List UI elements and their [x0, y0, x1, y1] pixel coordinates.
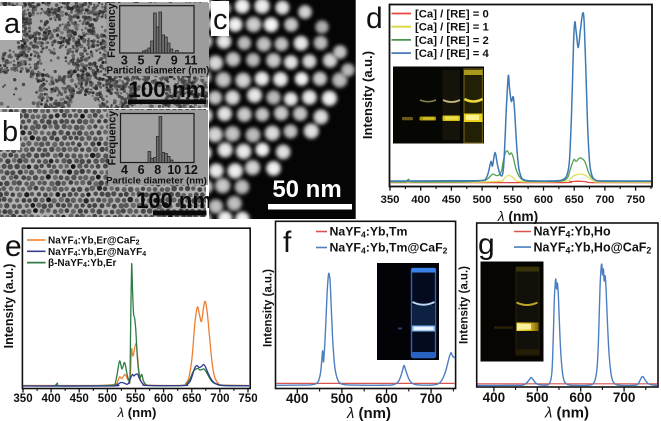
svg-text:750: 750 — [238, 393, 257, 405]
svg-text:λ (nm): λ (nm) — [544, 405, 589, 421]
svg-text:NaYF4:Yb,Ho: NaYF4:Yb,Ho — [534, 225, 611, 240]
svg-text:f: f — [283, 226, 292, 259]
svg-text:e: e — [5, 230, 22, 263]
svg-text:NaYF4:Yb,Tm@CaF2: NaYF4:Yb,Tm@CaF2 — [330, 241, 448, 256]
svg-text:d: d — [366, 2, 383, 35]
svg-text:50 nm: 50 nm — [272, 176, 341, 203]
svg-text:500: 500 — [331, 391, 354, 406]
svg-text:650: 650 — [182, 393, 201, 405]
svg-text:12: 12 — [184, 163, 198, 177]
svg-text:Particle diameter (nm): Particle diameter (nm) — [107, 66, 210, 77]
svg-text:600: 600 — [569, 390, 592, 405]
svg-text:9: 9 — [171, 54, 178, 68]
svg-text:4: 4 — [121, 163, 128, 177]
svg-text:600: 600 — [534, 194, 553, 206]
svg-text:650: 650 — [565, 194, 584, 206]
svg-text:Intensity (a.u.): Intensity (a.u.) — [263, 269, 275, 347]
svg-text:a: a — [4, 8, 21, 40]
svg-text:6: 6 — [138, 163, 145, 177]
svg-text:11: 11 — [184, 54, 197, 68]
svg-text:β-NaYF4:Yb,Er: β-NaYF4:Yb,Er — [48, 258, 116, 269]
svg-text:400: 400 — [483, 390, 506, 405]
svg-text:NaYF4:Yb,Er@CaF2: NaYF4:Yb,Er@CaF2 — [48, 236, 140, 247]
svg-text:7: 7 — [154, 54, 161, 68]
svg-text:500: 500 — [473, 194, 492, 206]
svg-text:100 nm: 100 nm — [128, 77, 206, 102]
svg-text:NaYF4:Yb,Tm: NaYF4:Yb,Tm — [330, 225, 408, 240]
svg-text:600: 600 — [375, 391, 398, 406]
svg-text:Intensity (a.u.): Intensity (a.u.) — [360, 51, 375, 139]
svg-text:λ (nm): λ (nm) — [117, 405, 157, 420]
svg-text:Intensity (a.u.): Intensity (a.u.) — [459, 266, 471, 344]
svg-text:[Ca] / [RE] = 4: [Ca] / [RE] = 4 — [415, 48, 489, 60]
svg-text:NaYF4:Yb,Ho@CaF2: NaYF4:Yb,Ho@CaF2 — [534, 240, 652, 255]
svg-text:500: 500 — [98, 393, 117, 405]
svg-text:λ (nm): λ (nm) — [497, 209, 539, 224]
svg-text:λ (nm): λ (nm) — [346, 405, 391, 421]
svg-text:NaYF4:Yb,Er@NaYF4: NaYF4:Yb,Er@NaYF4 — [48, 247, 146, 258]
svg-text:5: 5 — [138, 54, 145, 68]
svg-text:550: 550 — [126, 393, 145, 405]
svg-text:10: 10 — [167, 163, 181, 177]
svg-text:400: 400 — [42, 393, 61, 405]
svg-text:Particle diameter (nm): Particle diameter (nm) — [106, 176, 207, 187]
svg-text:700: 700 — [595, 194, 614, 206]
svg-text:[Ca] / [RE] = 2: [Ca] / [RE] = 2 — [415, 35, 489, 47]
svg-text:Frequency: Frequency — [106, 3, 118, 58]
svg-text:550: 550 — [503, 194, 522, 206]
svg-text:c: c — [213, 4, 228, 36]
svg-text:700: 700 — [210, 393, 229, 405]
svg-text:3: 3 — [121, 54, 128, 68]
svg-text:100 nm: 100 nm — [136, 188, 212, 213]
svg-text:[Ca] / [RE] = 0: [Ca] / [RE] = 0 — [415, 9, 489, 21]
svg-text:600: 600 — [154, 393, 173, 405]
svg-text:400: 400 — [411, 194, 430, 206]
svg-text:[Ca] / [RE] = 1: [Ca] / [RE] = 1 — [415, 22, 489, 34]
svg-text:b: b — [2, 116, 18, 148]
svg-text:450: 450 — [70, 393, 89, 405]
svg-text:400: 400 — [286, 391, 309, 406]
svg-text:350: 350 — [13, 393, 32, 405]
svg-text:Intensity (a.u.): Intensity (a.u.) — [2, 264, 16, 349]
svg-text:8: 8 — [154, 163, 161, 177]
svg-text:500: 500 — [526, 390, 549, 405]
svg-text:g: g — [478, 228, 495, 261]
svg-text:350: 350 — [380, 194, 399, 206]
svg-text:700: 700 — [420, 391, 443, 406]
svg-text:450: 450 — [442, 194, 461, 206]
svg-text:750: 750 — [626, 194, 645, 206]
svg-text:Frequency: Frequency — [107, 111, 119, 166]
svg-text:700: 700 — [613, 390, 636, 405]
